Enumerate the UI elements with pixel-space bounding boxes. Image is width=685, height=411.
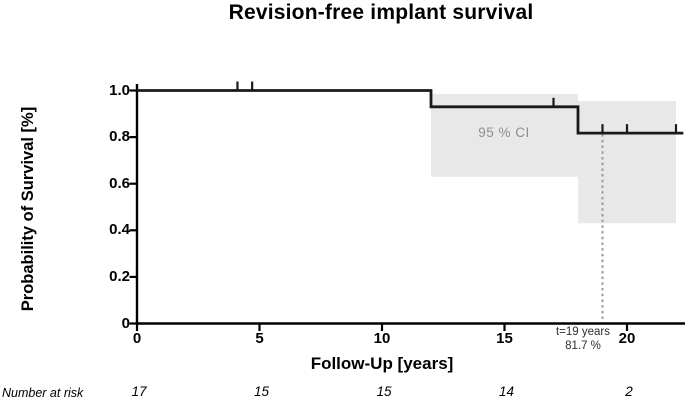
x-tick-label: 5 (255, 330, 264, 347)
x-tick-label: 0 (132, 330, 142, 347)
risk-value: 15 (253, 384, 270, 399)
survival-curve (137, 89, 684, 135)
y-tick-label: 0.4 (109, 221, 130, 239)
x-tick-label: 10 (373, 330, 391, 347)
x-tick-label: 15 (496, 330, 513, 347)
y-tick-label: 0.6 (109, 174, 130, 192)
risk-value: 17 (131, 384, 147, 399)
risk-value: 2 (625, 384, 633, 399)
x-tick-label: 20 (618, 330, 636, 347)
y-axis-title: Probability of Survival [%] (19, 106, 37, 312)
y-tick-label: 0.2 (109, 267, 130, 285)
chart-title: Revision-free implant survival (228, 1, 534, 24)
annotation-time: t=19 years (555, 326, 611, 338)
time-annotation: t=19 years 81.7 % (533, 326, 633, 353)
y-tick-label: 1.0 (109, 81, 130, 99)
ci-region-label: 95 % CI (478, 125, 530, 140)
ci-region (578, 100, 676, 224)
risk-value: 14 (498, 384, 515, 399)
annotation-survival-percent: 81.7 % (565, 339, 601, 352)
y-tick-label: 0 (121, 314, 130, 332)
number-at-risk-label: Number at risk (2, 386, 84, 400)
x-axis-title: Follow-Up [years] (310, 354, 454, 373)
risk-value: 15 (376, 384, 392, 399)
y-tick-label: 0.8 (109, 128, 130, 146)
